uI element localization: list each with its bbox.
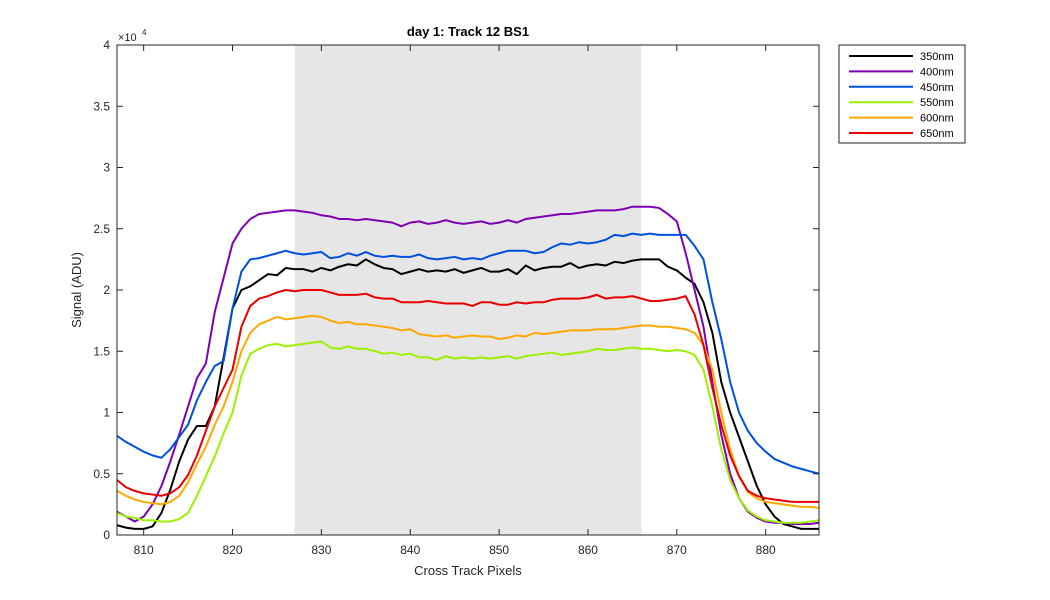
x-tick-label: 810 — [134, 543, 154, 557]
x-axis-ticks: 810 820 830 840 850 860 870 880 — [134, 45, 776, 557]
y-axis-exponent-base: ×10 — [118, 32, 137, 44]
y-axis-ticks: 0 0.5 1 1.5 2 2.5 3 3.5 4 — [93, 38, 819, 542]
x-tick-label: 880 — [756, 543, 776, 557]
y-tick-label: 1 — [103, 406, 110, 420]
legend-label-600nm: 600nm — [920, 113, 954, 125]
legend-label-550nm: 550nm — [920, 97, 954, 109]
y-axis-label: Signal (ADU) — [69, 252, 84, 328]
legend: 350nm 400nm 450nm 550nm 600nm 650nm — [838, 44, 966, 144]
chart-title: day 1: Track 12 BS1 — [407, 24, 529, 39]
series-line-450nm — [116, 232, 820, 475]
series-line-400nm — [116, 205, 820, 525]
shaded-region — [294, 45, 642, 535]
x-tick-label: 820 — [223, 543, 243, 557]
y-tick-label: 0 — [103, 528, 110, 542]
y-axis-exponent-power: 4 — [142, 28, 147, 37]
x-tick-label: 840 — [400, 543, 420, 557]
y-tick-label: 4 — [103, 38, 110, 52]
y-tick-label: 3 — [103, 161, 110, 175]
y-tick-label: 2.5 — [93, 222, 110, 236]
y-tick-label: 1.5 — [93, 344, 110, 358]
shaded-region-layer — [294, 45, 642, 535]
series-line-650nm — [116, 289, 819, 503]
legend-label-450nm: 450nm — [920, 82, 954, 94]
y-tick-label: 0.5 — [93, 467, 110, 481]
legend-label-650nm: 650nm — [920, 128, 954, 140]
legend-box — [838, 44, 966, 144]
x-tick-label: 870 — [667, 543, 687, 557]
x-tick-label: 850 — [489, 543, 509, 557]
y-tick-label: 3.5 — [93, 99, 110, 113]
legend-label-400nm: 400nm — [920, 66, 954, 78]
legend-label-350nm: 350nm — [920, 51, 954, 63]
x-tick-label: 830 — [311, 543, 331, 557]
y-tick-label: 2 — [103, 283, 110, 297]
series-line-550nm — [116, 340, 820, 524]
x-axis-label: Cross Track Pixels — [414, 563, 522, 578]
x-tick-label: 860 — [578, 543, 598, 557]
series-layer — [116, 205, 820, 530]
